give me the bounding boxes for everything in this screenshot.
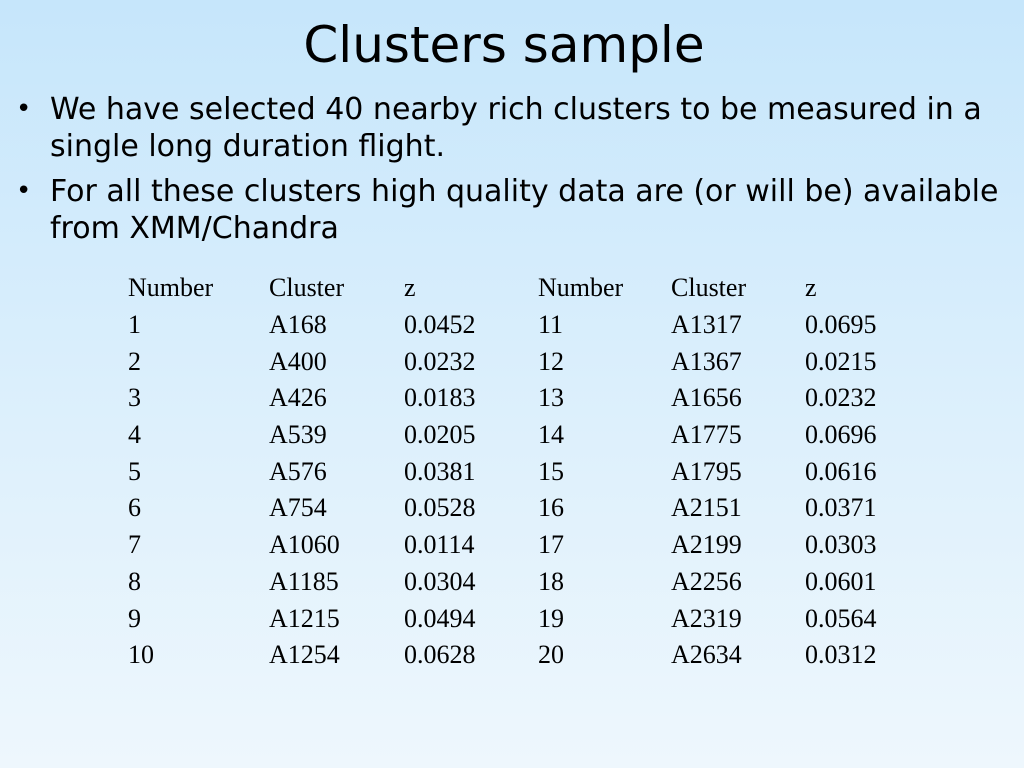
- cell-z: 0.0528: [404, 493, 476, 523]
- header-z: z: [805, 273, 817, 303]
- cell-z: 0.0601: [805, 566, 877, 596]
- table-row: 5 A576 0.0381 15 A1795 0.0616: [128, 453, 895, 490]
- header-number: Number: [538, 273, 624, 303]
- cell-number: 3: [128, 383, 141, 413]
- table-row: 7 A1060 0.0114 17 A2199 0.0303: [128, 527, 895, 564]
- cell-z: 0.0303: [805, 530, 877, 560]
- cell-number: 11: [538, 310, 564, 340]
- table-row: 9 A1215 0.0494 19 A2319 0.0564: [128, 600, 895, 637]
- cell-cluster: A1185: [269, 566, 339, 596]
- cell-cluster: A1060: [269, 530, 340, 560]
- cell-cluster: A1656: [671, 383, 742, 413]
- bullet-text: We have selected 40 nearby rich clusters…: [50, 92, 982, 164]
- table-row: 8 A1185 0.0304 18 A2256 0.0601: [128, 564, 895, 601]
- cell-cluster: A754: [269, 493, 327, 523]
- cell-number: 1: [128, 310, 141, 340]
- table-body: 1 A168 0.0452 11 A1317 0.0695 2 A400 0.0232 12 A13…: [128, 307, 895, 674]
- cell-z: 0.0205: [404, 420, 476, 450]
- bullet-item: • For all these clusters high quality da…: [16, 173, 1006, 247]
- cell-z: 0.0696: [805, 420, 877, 450]
- cell-z: 0.0312: [805, 640, 877, 670]
- cell-cluster: A2634: [671, 640, 742, 670]
- cell-number: 18: [538, 566, 564, 596]
- cell-number: 12: [538, 346, 564, 376]
- cell-z: 0.0695: [805, 310, 877, 340]
- cell-cluster: A1367: [671, 346, 742, 376]
- bullet-dot-icon: •: [16, 94, 32, 124]
- cell-cluster: A576: [269, 456, 327, 486]
- cell-z: 0.0452: [404, 310, 476, 340]
- cell-cluster: A2319: [671, 603, 742, 633]
- bullet-item: • We have selected 40 nearby rich cluste…: [16, 91, 1006, 165]
- cell-number: 13: [538, 383, 564, 413]
- header-cluster: Cluster: [671, 273, 747, 303]
- header-z: z: [404, 273, 416, 303]
- cell-number: 20: [538, 640, 564, 670]
- cell-z: 0.0371: [805, 493, 877, 523]
- cell-z: 0.0564: [805, 603, 877, 633]
- bullet-text: For all these clusters high quality data…: [50, 174, 999, 246]
- cell-number: 9: [128, 603, 141, 633]
- cell-cluster: A539: [269, 420, 327, 450]
- cell-cluster: A2199: [671, 530, 742, 560]
- cluster-table: Number Cluster z Number Cluster z 1 A168 0…: [128, 270, 895, 674]
- table-row: 4 A539 0.0205 14 A1775 0.0696: [128, 417, 895, 454]
- cell-number: 19: [538, 603, 564, 633]
- cell-number: 14: [538, 420, 564, 450]
- table-header-row: Number Cluster z Number Cluster z: [128, 270, 895, 307]
- bullet-list: • We have selected 40 nearby rich cluste…: [16, 91, 1006, 255]
- cell-z: 0.0114: [404, 530, 475, 560]
- table-row: 6 A754 0.0528 16 A2151 0.0371: [128, 490, 895, 527]
- table-row: 2 A400 0.0232 12 A1367 0.0215: [128, 343, 895, 380]
- cell-number: 15: [538, 456, 564, 486]
- cell-number: 5: [128, 456, 141, 486]
- cell-z: 0.0183: [404, 383, 476, 413]
- cell-z: 0.0494: [404, 603, 476, 633]
- cell-z: 0.0304: [404, 566, 476, 596]
- cell-number: 4: [128, 420, 141, 450]
- cell-z: 0.0215: [805, 346, 877, 376]
- cell-z: 0.0381: [404, 456, 476, 486]
- cell-cluster: A168: [269, 310, 327, 340]
- cell-cluster: A426: [269, 383, 327, 413]
- cell-cluster: A400: [269, 346, 327, 376]
- table-row: 3 A426 0.0183 13 A1656 0.0232: [128, 380, 895, 417]
- cell-cluster: A1795: [671, 456, 742, 486]
- cell-cluster: A1775: [671, 420, 742, 450]
- cell-number: 7: [128, 530, 141, 560]
- cell-z: 0.0616: [805, 456, 877, 486]
- table-row: 1 A168 0.0452 11 A1317 0.0695: [128, 307, 895, 344]
- cell-cluster: A2151: [671, 493, 742, 523]
- cell-cluster: A2256: [671, 566, 742, 596]
- header-cluster: Cluster: [269, 273, 345, 303]
- cell-cluster: A1317: [671, 310, 742, 340]
- table-row: 10 A1254 0.0628 20 A2634 0.0312: [128, 637, 895, 674]
- cell-z: 0.0628: [404, 640, 476, 670]
- cell-cluster: A1254: [269, 640, 340, 670]
- bullet-dot-icon: •: [16, 176, 32, 206]
- slide-title: Clusters sample: [303, 16, 705, 74]
- cell-number: 8: [128, 566, 141, 596]
- cell-number: 2: [128, 346, 141, 376]
- cell-number: 10: [128, 640, 154, 670]
- cell-z: 0.0232: [805, 383, 877, 413]
- cell-number: 16: [538, 493, 564, 523]
- header-number: Number: [128, 273, 214, 303]
- cell-number: 17: [538, 530, 564, 560]
- cell-cluster: A1215: [269, 603, 340, 633]
- cell-z: 0.0232: [404, 346, 476, 376]
- cell-number: 6: [128, 493, 141, 523]
